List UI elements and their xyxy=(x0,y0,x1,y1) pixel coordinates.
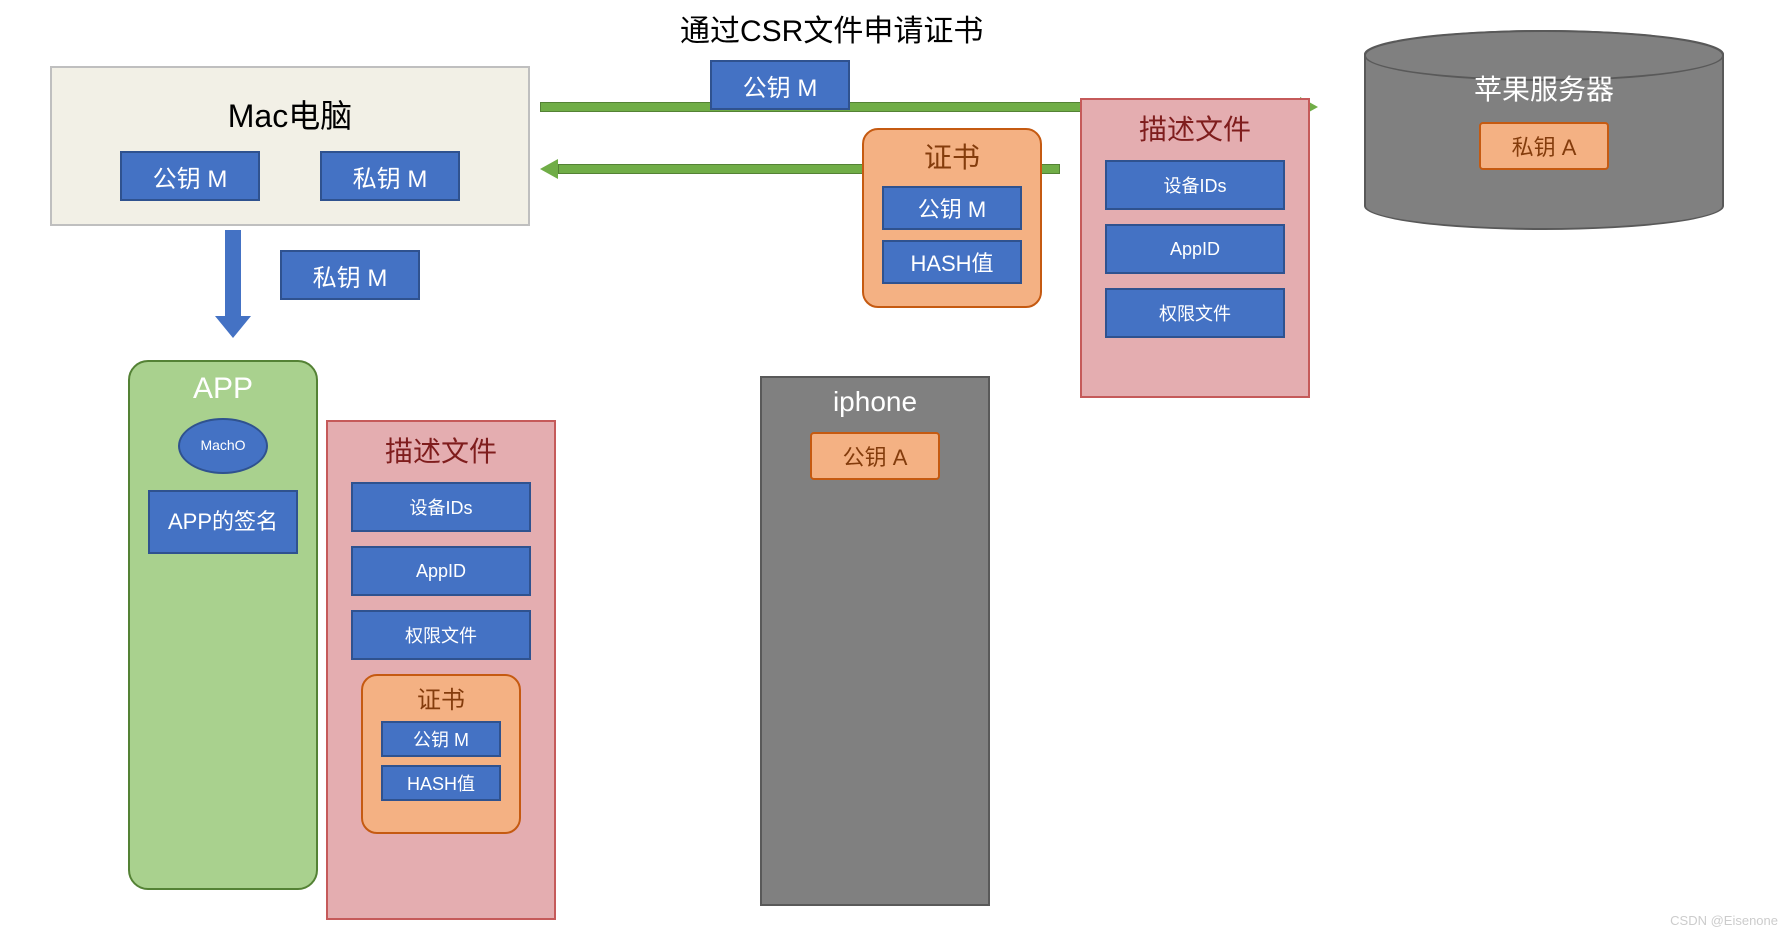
watermark: CSDN @Eisenone xyxy=(1670,913,1778,928)
app-title: APP xyxy=(193,372,253,406)
server-privkey: 私钥 A xyxy=(1479,122,1609,170)
app-box: APP MachO APP的签名 xyxy=(128,360,318,890)
profile-server-appid: AppID xyxy=(1105,224,1285,274)
profile-app-cert: 证书 公钥 M HASH值 xyxy=(361,674,521,834)
iphone-pubkey: 公钥 A xyxy=(810,432,940,480)
mac-privkey: 私钥 M xyxy=(320,151,460,201)
profile-server-title: 描述文件 xyxy=(1139,108,1251,148)
csr-pubkey-label: 公钥 M xyxy=(710,60,850,110)
profile-app-cert-hash: HASH值 xyxy=(381,765,501,801)
profile-app-deviceids: 设备IDs xyxy=(351,482,531,532)
cert-title: 证书 xyxy=(924,136,980,176)
profile-app-cert-title: 证书 xyxy=(417,680,465,715)
certificate-box: 证书 公钥 M HASH值 xyxy=(862,128,1042,308)
csr-request-label: 通过CSR文件申请证书 xyxy=(680,6,983,50)
mac-pubkey: 公钥 M xyxy=(120,151,260,201)
profile-app-entitlements: 权限文件 xyxy=(351,610,531,660)
cert-pubkey: 公钥 M xyxy=(882,186,1022,230)
profile-app-box: 描述文件 设备IDs AppID 权限文件 证书 公钥 M HASH值 xyxy=(326,420,556,920)
profile-app-title: 描述文件 xyxy=(385,430,497,470)
mac-container: Mac电脑 公钥 M 私钥 M xyxy=(50,66,530,226)
app-signature: APP的签名 xyxy=(148,490,298,554)
profile-server-entitlements: 权限文件 xyxy=(1105,288,1285,338)
server-title: 苹果服务器 xyxy=(1474,68,1614,108)
profile-server-box: 描述文件 设备IDs AppID 权限文件 xyxy=(1080,98,1310,398)
app-macho: MachO xyxy=(178,418,268,474)
profile-app-cert-pubkey: 公钥 M xyxy=(381,721,501,757)
arrow-mac-to-app xyxy=(215,230,251,340)
profile-server-deviceids: 设备IDs xyxy=(1105,160,1285,210)
profile-app-appid: AppID xyxy=(351,546,531,596)
apple-server: 苹果服务器 私钥 A xyxy=(1364,30,1724,230)
mac-title: Mac电脑 xyxy=(228,91,352,137)
cert-hash: HASH值 xyxy=(882,240,1022,284)
privkey-down-label: 私钥 M xyxy=(280,250,420,300)
iphone-title: iphone xyxy=(833,386,917,418)
iphone-box: iphone 公钥 A xyxy=(760,376,990,906)
